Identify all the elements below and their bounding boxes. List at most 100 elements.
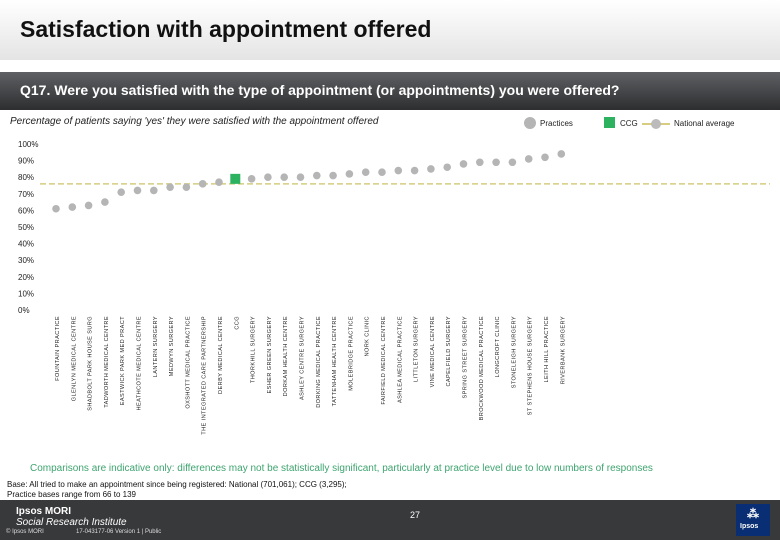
y-tick-label: 70% (18, 190, 34, 199)
x-category-label: LITTLETON SURGERY (414, 316, 420, 382)
x-category-label: HEATHCOTE MEDICAL CENTRE (137, 316, 143, 410)
practice-point (410, 166, 419, 175)
practice-point (394, 166, 403, 175)
x-category-label: GLENLYN MEDICAL CENTRE (71, 316, 77, 401)
practice-point (508, 158, 517, 167)
y-tick-label: 80% (18, 173, 34, 182)
practice-point (378, 168, 386, 177)
legend-national-label: National average (674, 119, 735, 128)
x-category-label: RIVERBANK SURGERY (560, 316, 566, 384)
logo-line-1: Ipsos MORI (16, 506, 72, 517)
practice-point (296, 173, 305, 181)
practice-point (52, 204, 60, 213)
y-tick-label: 0% (18, 306, 30, 315)
x-category-label: DORKAM HEALTH CENTRE (283, 316, 289, 396)
x-category-label: CAPELFIELD SURGERY (446, 316, 452, 387)
legend-ccg-marker (604, 117, 615, 128)
x-category-label: TATTENHAM HEALTH CENTRE (332, 316, 338, 406)
legend-national-marker (651, 119, 661, 129)
y-tick-label: 30% (18, 256, 34, 265)
practice-point (198, 180, 207, 188)
y-tick-label: 10% (18, 289, 34, 298)
x-category-label: BROCKWOOD MEDICAL PRACTICE (479, 316, 485, 420)
practice-point (101, 198, 109, 206)
practice-point (150, 186, 158, 195)
legend-practices-label: Practices (540, 119, 573, 128)
version-text: 17-043177-06 Version 1 | Public (76, 529, 162, 535)
x-category-label: CCG (234, 316, 240, 330)
x-category-label: FAIRFIELD MEDICAL CENTRE (381, 316, 387, 405)
practice-point (264, 173, 272, 181)
practice-point (84, 201, 93, 210)
practice-point (361, 168, 370, 177)
x-category-label: OXSHOTT MEDICAL PRACTICE (185, 316, 191, 409)
x-category-label: ASHLEY CENTRE SURGERY (300, 316, 306, 400)
comparison-note: Comparisons are indicative only: differe… (30, 463, 653, 474)
page-number: 27 (410, 510, 421, 520)
x-category-label: VINE MEDICAL CENTRE (430, 316, 436, 387)
x-category-label: DERBY MEDICAL CENTRE (218, 316, 224, 394)
x-category-label: MEDWYN SURGERY (169, 316, 175, 376)
practice-point (443, 163, 452, 172)
page-title: Satisfaction with appointment offered (20, 16, 432, 42)
y-tick-label: 90% (18, 157, 34, 166)
base-note: Base: All tried to make an appointment s… (7, 480, 347, 499)
x-category-label: THORKHILL SURGERY (251, 316, 257, 383)
practice-point (280, 173, 289, 181)
badge-label: Ipsos (740, 523, 759, 530)
y-tick-label: 100% (18, 140, 38, 149)
title-bar: Satisfaction with appointment offered (0, 0, 780, 60)
y-tick-label: 20% (18, 273, 34, 282)
satisfaction-chart: 0% 10% 20% 30% 40% 50% 60% 70% 80% 90% 100% FOUNTAI… (18, 140, 770, 435)
y-tick-label: 40% (18, 240, 34, 249)
practice-point (166, 183, 174, 191)
practice-point (459, 160, 468, 168)
logo-line-2: Social Research Institute (16, 517, 127, 528)
x-category-label: LONGCROFT CLINIC (495, 316, 501, 377)
practice-point (541, 153, 549, 162)
x-category-label: FOUNTAIN PRACTICE (55, 316, 61, 381)
x-category-label: ESHER GREEN SURGERY (267, 316, 273, 393)
practice-point (329, 171, 337, 180)
x-category-label: DORKING MEDICAL PRACTICE (316, 316, 322, 408)
practice-point (492, 158, 500, 167)
legend-ccg-label: CCG (620, 119, 638, 128)
x-category-label: SPRING STREET SURGERY (463, 316, 469, 398)
ipsos-badge-icon: ⁂ Ipsos (736, 504, 770, 536)
practice-point (476, 158, 484, 167)
legend-practices-marker (524, 117, 536, 129)
practice-point (524, 155, 533, 163)
chart-subtitle: Percentage of patients saying 'yes' they… (10, 116, 379, 127)
y-tick-label: 60% (18, 206, 34, 215)
practice-point (215, 178, 223, 186)
x-category-label: NORK CLINIC (365, 316, 371, 356)
question-bar: Q17. Were you satisfied with the type of… (0, 72, 780, 110)
practice-point (427, 165, 435, 173)
practice-point (182, 183, 191, 191)
practice-point (247, 175, 256, 183)
question-text: Q17. Were you satisfied with the type of… (20, 82, 620, 98)
x-category-label: THE INTEGRATED CARE PARTNERSHIP (202, 316, 208, 435)
x-category-label: EASTWICK PARK MED PRACT (120, 316, 126, 405)
title-band (0, 0, 780, 60)
x-category-label: LEITH HILL PRACTICE (544, 316, 550, 382)
x-category-label: ASHLEA MEDICAL PRACTICE (397, 316, 403, 403)
ipsos-logo-text: Ipsos MORI Social Research Institute (16, 506, 127, 528)
y-tick-label: 50% (18, 223, 34, 232)
copyright: © Ipsos MORI (6, 529, 44, 535)
practice-point (345, 170, 354, 178)
practice-point (117, 188, 125, 196)
x-category-label: ST STEPHENS HOUSE SURGERY (528, 316, 534, 415)
practice-point (557, 150, 566, 158)
practice-point (133, 186, 142, 195)
footer (0, 500, 780, 540)
x-category-label: STONELEIGH SURGERY (511, 316, 517, 388)
x-category-label: SHADBOLT PARK HOUSE SURG (88, 316, 94, 411)
x-category-label: LANTERN SURGERY (153, 316, 159, 377)
x-category-label: MOLEBRIDGE PRACTICE (348, 316, 354, 391)
practice-point (68, 203, 77, 211)
badge-symbol: ⁂ (747, 507, 759, 521)
x-category-label: TADWORTH MEDICAL CENTRE (104, 316, 110, 408)
ccg-marker (230, 173, 241, 184)
practice-point (313, 171, 321, 180)
